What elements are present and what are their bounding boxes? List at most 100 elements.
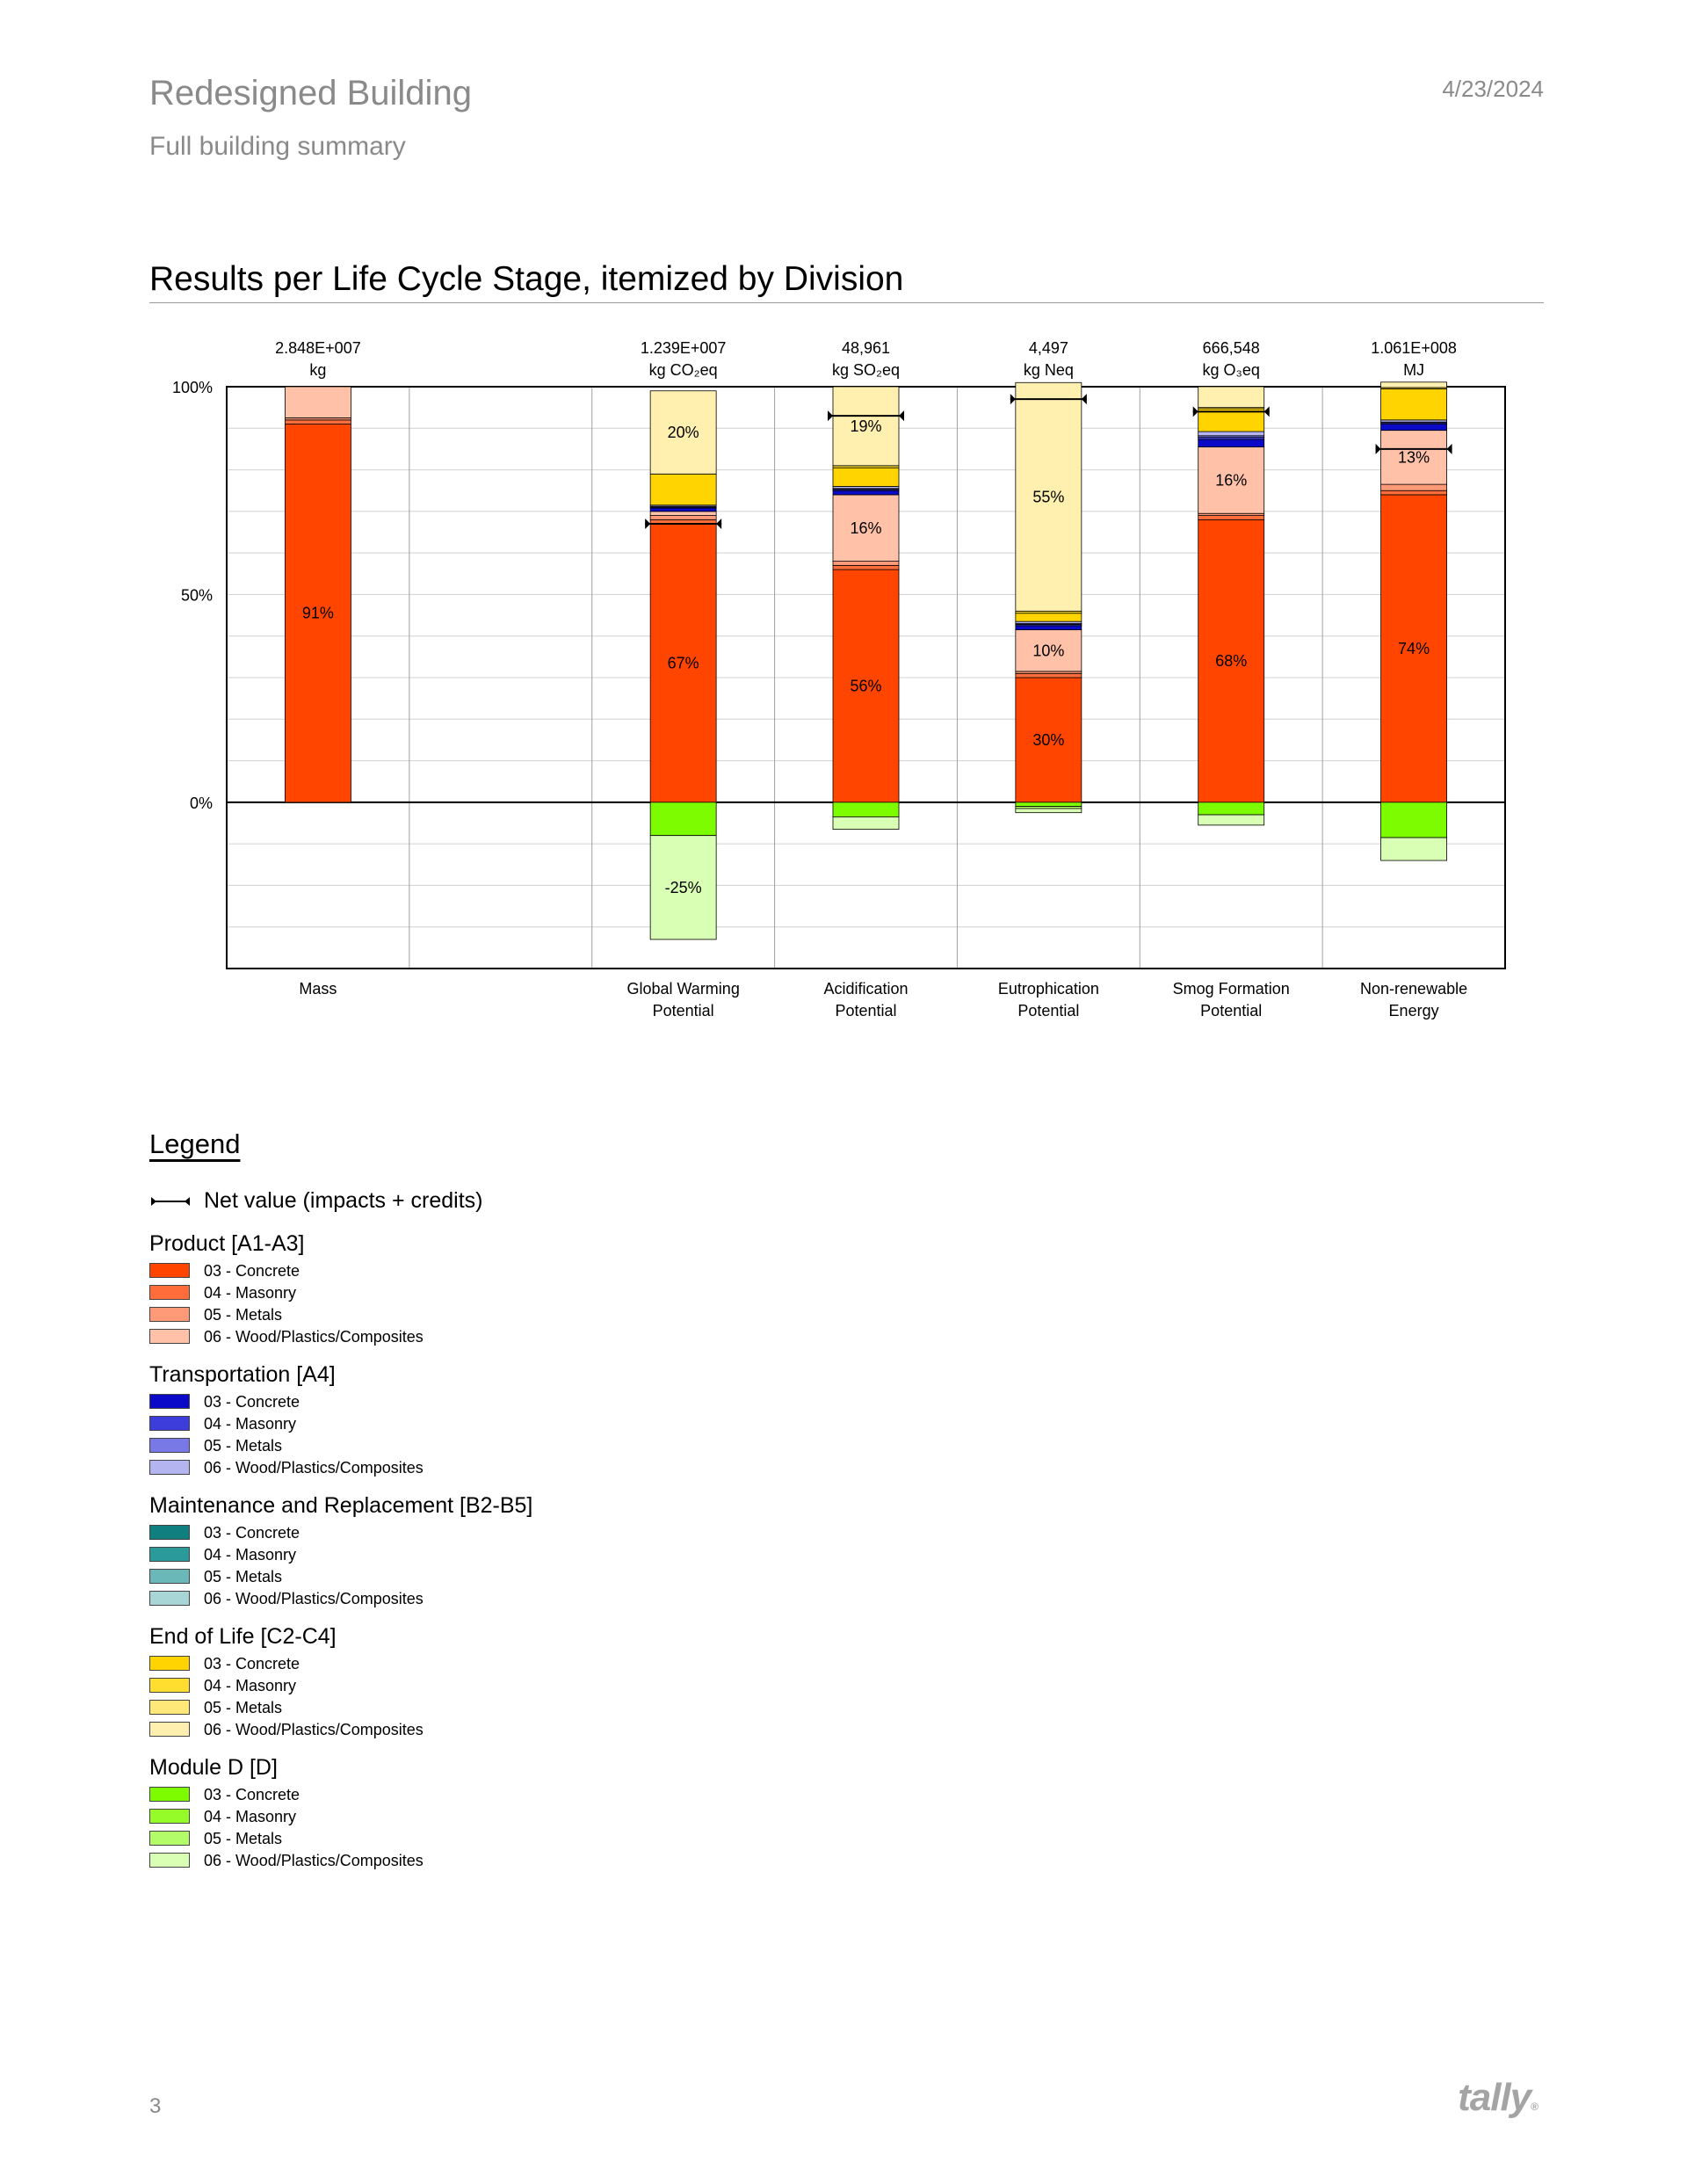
legend-item: 04 - Masonry xyxy=(149,1282,852,1304)
net-value-marker-left xyxy=(828,410,833,422)
legend-swatch xyxy=(149,1569,190,1584)
x-tick-label: Acidification xyxy=(823,980,908,998)
bar-segment xyxy=(649,507,717,512)
bar-segment xyxy=(649,511,717,516)
bar-segment xyxy=(1015,381,1082,612)
bar-segment xyxy=(1015,672,1082,678)
category-total-label: 2.848E+007 xyxy=(275,339,361,357)
x-tick-label: Global Warming xyxy=(626,980,739,998)
section-title: Results per Life Cycle Stage, itemized b… xyxy=(149,260,904,298)
legend-item: 06 - Wood/Plastics/Composites xyxy=(149,1719,852,1741)
legend-group: Maintenance and Replacement [B2-B5] 03 - … xyxy=(149,1491,852,1610)
bar-segment xyxy=(1380,490,1447,496)
legend-item: 06 - Wood/Plastics/Composites xyxy=(149,1588,852,1610)
legend-item-label: 03 - Concrete xyxy=(204,1393,300,1411)
x-tick-label: Mass xyxy=(299,980,337,998)
legend-groups: Product [A1-A3] 03 - Concrete 04 - Masonry… xyxy=(149,1229,852,1883)
bar-segment xyxy=(1198,431,1265,437)
bar-segment xyxy=(1380,388,1447,421)
bar-segment xyxy=(649,835,717,940)
category-total-label: 4,497 xyxy=(1029,339,1068,357)
bar-data-label: 20% xyxy=(668,424,699,441)
legend-swatch xyxy=(149,1678,190,1693)
bar-segment xyxy=(1198,515,1265,520)
tally-logo-text: tally xyxy=(1458,2076,1531,2119)
legend-swatch xyxy=(149,1722,190,1737)
bar-segment xyxy=(1015,625,1082,631)
category-total-label: 1.239E+007 xyxy=(641,339,727,357)
legend-item: 06 - Wood/Plastics/Composites xyxy=(149,1326,852,1348)
legend-item-label: 05 - Metals xyxy=(204,1306,283,1324)
registered-mark: ® xyxy=(1531,2101,1539,2113)
legend-swatch xyxy=(149,1700,190,1715)
legend-group-title: Transportation [A4] xyxy=(149,1362,336,1387)
category-unit-label: kg CO₂eq xyxy=(649,361,718,379)
bar-segment xyxy=(832,802,900,817)
legend-item-label: 05 - Metals xyxy=(204,1568,283,1585)
bar-segment xyxy=(649,802,717,837)
bar-segment xyxy=(1380,483,1447,491)
legend-item-label: 04 - Masonry xyxy=(204,1415,297,1433)
legend-swatch xyxy=(149,1787,190,1802)
legend-swatch xyxy=(149,1853,190,1868)
legend-heading: Legend xyxy=(149,1128,241,1159)
bar-segment xyxy=(649,523,717,803)
bar-data-label: 30% xyxy=(1032,731,1064,749)
legend-swatch xyxy=(149,1329,190,1344)
bar-segment xyxy=(1198,802,1265,816)
net-value-marker-left xyxy=(1375,443,1381,454)
net-value-marker-right xyxy=(1081,394,1087,405)
legend-swatch xyxy=(149,1656,190,1671)
legend-swatch xyxy=(149,1307,190,1322)
bar-segment xyxy=(1198,519,1265,803)
legend-item-label: 05 - Metals xyxy=(204,1699,283,1716)
y-tick-label: 0% xyxy=(190,795,213,812)
net-value-marker-left xyxy=(1192,406,1198,417)
bar-segment xyxy=(649,390,717,475)
stacked-bar-chart: 100% 50% 0% 2.848E+007 kg Mass 1.239E+007 kg CO… xyxy=(172,339,1506,1019)
bar-segment xyxy=(1198,386,1265,409)
legend-swatch xyxy=(149,1547,190,1562)
bar-segment xyxy=(1198,446,1265,514)
legend-swatch xyxy=(149,1591,190,1606)
category-total-label: 666,548 xyxy=(1203,339,1260,357)
bar-segment xyxy=(1380,837,1447,861)
legend-item-label: 05 - Metals xyxy=(204,1830,283,1847)
bar-segment xyxy=(1380,381,1447,388)
net-value-marker-right xyxy=(716,519,722,530)
net-value-marker-left xyxy=(645,519,651,530)
x-tick-label: Potential xyxy=(1200,1002,1262,1019)
legend-item-label: 03 - Concrete xyxy=(204,1262,300,1280)
bar-segment xyxy=(832,490,900,496)
legend-item: 03 - Concrete xyxy=(149,1784,852,1806)
legend-swatch xyxy=(149,1525,190,1540)
report-date: 4/23/2024 xyxy=(1442,76,1544,102)
x-tick-label: Potential xyxy=(1017,1002,1079,1019)
bar-segment xyxy=(832,564,900,570)
category-unit-label: kg O₃eq xyxy=(1203,361,1260,379)
legend-item: 05 - Metals xyxy=(149,1566,852,1588)
document-title: Redesigned Building xyxy=(149,74,472,112)
bar-data-label: 74% xyxy=(1398,640,1430,657)
legend-item-label: 03 - Concrete xyxy=(204,1655,300,1672)
x-tick-label: Non-renewable xyxy=(1360,980,1467,998)
legend-item-label: 05 - Metals xyxy=(204,1437,283,1455)
legend-item: 05 - Metals xyxy=(149,1828,852,1850)
bar-data-label: 56% xyxy=(850,677,881,694)
bar-segment xyxy=(832,561,900,566)
bar-segment xyxy=(1380,494,1447,803)
bar-segment xyxy=(832,816,900,830)
bar-data-label: 55% xyxy=(1032,488,1064,505)
bar-data-label: 19% xyxy=(850,417,881,435)
legend-group-title: Module D [D] xyxy=(149,1755,278,1780)
legend-group-title: Maintenance and Replacement [B2-B5] xyxy=(149,1493,533,1518)
legend-swatch xyxy=(149,1438,190,1453)
legend-item: 05 - Metals xyxy=(149,1435,852,1457)
bar-segment xyxy=(1015,613,1082,622)
legend-item: 03 - Concrete xyxy=(149,1260,852,1282)
category-unit-label: kg Neq xyxy=(1024,361,1074,379)
bar-segment xyxy=(1015,677,1082,803)
category-total-label: 1.061E+008 xyxy=(1371,339,1457,357)
legend-item-label: 04 - Masonry xyxy=(204,1677,297,1694)
legend-item-label: 06 - Wood/Plastics/Composites xyxy=(204,1459,424,1477)
